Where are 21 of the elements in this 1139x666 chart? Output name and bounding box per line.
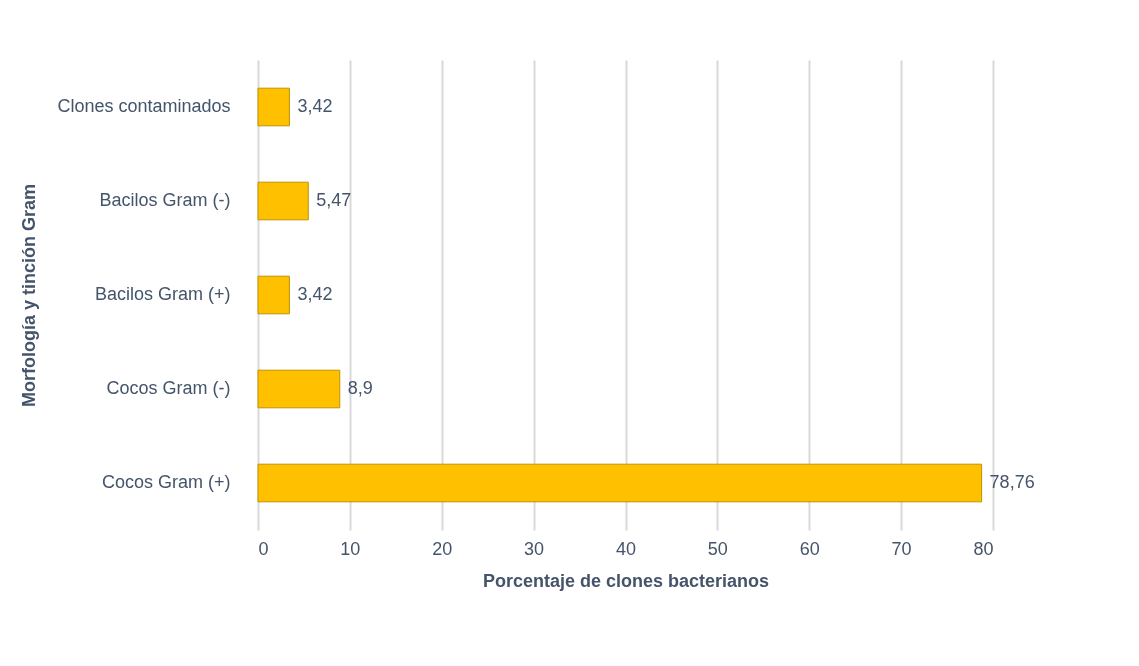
x-tick-label: 20 [432,538,453,559]
y-tick-label: Cocos Gram (+) [101,472,231,492]
y-tick-label: Clones contaminados [57,96,231,116]
data-label: 8,9 [347,378,373,398]
y-axis-title: Morfología y tinción Gram [18,183,39,408]
x-tick-label: 10 [340,538,361,559]
x-tick-label: 40 [615,538,637,559]
x-axis-title: Porcentaje de clones bacterianos [482,570,770,591]
x-tick-label: 0 [258,538,269,559]
data-label: 3,42 [297,284,333,304]
data-label: 78,76 [989,472,1035,492]
y-tick-label: Bacilos Gram (-) [99,190,231,210]
x-tick-label: 30 [524,538,545,559]
y-tick-label: Cocos Gram (-) [106,378,231,398]
data-label: 5,47 [316,190,352,210]
x-tick-label: 80 [973,538,994,559]
data-label: 3,42 [297,96,333,116]
x-tick-label: 70 [891,538,912,559]
x-tick-label: 60 [799,538,820,559]
x-tick-label: 50 [707,538,728,559]
y-tick-label: Bacilos Gram (+) [94,284,231,304]
